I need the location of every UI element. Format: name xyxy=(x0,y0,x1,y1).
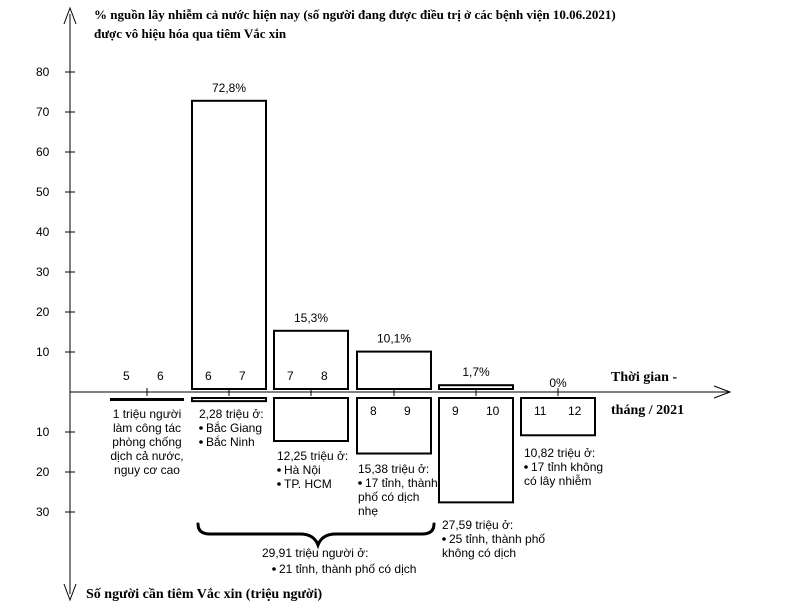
people-bar xyxy=(438,397,514,504)
people-bar xyxy=(110,398,184,401)
note-line: 15,38 triệu ở: xyxy=(358,462,429,476)
brace-note-line-2: 21 tỉnh, thành phố có dịch xyxy=(272,562,416,576)
month-label: 10 xyxy=(486,404,500,418)
y-axis xyxy=(63,6,77,602)
y-up-tick-label: 20 xyxy=(36,305,50,319)
bullet-icon xyxy=(277,482,281,486)
note-line: 17 tỉnh, thành xyxy=(365,476,438,490)
x-axis-label-line-2: tháng / 2021 xyxy=(611,403,684,418)
y-up-tick-label: 70 xyxy=(36,105,50,119)
group-brace xyxy=(196,522,436,550)
percent-bar xyxy=(191,99,267,391)
month-label: 7 xyxy=(239,369,246,383)
percent-label: 0% xyxy=(549,376,567,390)
note-line: phòng chống xyxy=(112,435,181,449)
month-label: 9 xyxy=(404,404,411,418)
month-label: 11 xyxy=(534,404,547,418)
y-up-tick-label: 60 xyxy=(36,145,50,159)
note-line: 25 tỉnh, thành phố xyxy=(449,532,545,546)
people-bar xyxy=(191,397,267,403)
month-label: 12 xyxy=(568,404,582,418)
note-line: Bắc Giang xyxy=(206,420,262,435)
people-bar xyxy=(520,397,596,437)
percent-label: 15,3% xyxy=(294,311,328,325)
y-up-tick-label: 30 xyxy=(36,265,50,279)
note-line: Bắc Ninh xyxy=(206,434,255,449)
y-down-tick-label: 20 xyxy=(36,465,50,479)
y-down-tick-label: 10 xyxy=(36,425,50,439)
svg-text:21 tỉnh, thành phố có dịch: 21 tỉnh, thành phố có dịch xyxy=(279,562,416,576)
x-axis xyxy=(70,385,732,399)
note-line: phố có dịch xyxy=(358,490,419,504)
note-line: 27,59 triệu ở: xyxy=(442,518,513,532)
note-line: làm công tác xyxy=(113,421,181,435)
people-bar xyxy=(273,397,349,442)
month-label: 9 xyxy=(452,404,459,418)
people-bar xyxy=(356,397,432,455)
note-line: Hà Nội xyxy=(284,463,321,477)
y-ticks-down: 10 20 30 xyxy=(36,425,75,519)
percent-label: 1,7% xyxy=(462,365,490,379)
bar-group-5: 9 10 1,7% 27,59 triệu ở:25 tỉnh, thành phốk… xyxy=(438,365,545,560)
y-axis-label-bottom: Số người cần tiêm Vắc xin (triệu người) xyxy=(86,587,323,602)
bullet-icon xyxy=(358,481,362,485)
note-line: có lây nhiễm xyxy=(524,473,591,488)
bullet-icon xyxy=(524,465,528,469)
percent-label: 72,8% xyxy=(212,81,246,95)
percent-bar xyxy=(273,329,349,390)
brace-note-line-1: 29,91 triệu người ở: xyxy=(262,546,369,560)
month-label: 8 xyxy=(370,404,377,418)
month-label: 7 xyxy=(287,369,294,383)
note-line: 2,28 triệu ở: xyxy=(199,407,264,421)
note-line: TP. HCM xyxy=(284,477,332,491)
month-label: 6 xyxy=(205,369,212,383)
note-line: nhẹ xyxy=(358,504,378,518)
bullet-icon xyxy=(199,426,203,430)
note-line: 10,82 triệu ở: xyxy=(524,446,595,460)
note-line: không có dịch xyxy=(442,546,516,560)
y-up-tick-label: 10 xyxy=(36,345,50,359)
bullet-icon xyxy=(277,468,281,472)
percent-label: 10,1% xyxy=(377,332,411,346)
chart-title-line-2: được vô hiệu hóa qua tiêm Vắc xin xyxy=(94,26,287,41)
month-label: 5 xyxy=(123,369,130,383)
note-line: 12,25 triệu ở: xyxy=(277,449,348,463)
chart-title-line-1: % nguồn lây nhiễm cả nước hiện nay (số n… xyxy=(94,7,616,22)
y-ticks-up: 10 20 30 40 50 60 70 80 xyxy=(36,65,75,359)
month-label: 8 xyxy=(321,369,328,383)
note-line: nguy cơ cao xyxy=(114,463,180,477)
x-axis-label-line-1: Thời gian - xyxy=(611,370,677,385)
note-line: 17 tỉnh không xyxy=(531,460,603,474)
y-down-tick-label: 30 xyxy=(36,505,50,519)
bullet-icon xyxy=(442,537,446,541)
note-line: 1 triệu người xyxy=(113,407,182,421)
y-up-tick-label: 50 xyxy=(36,185,50,199)
y-up-tick-label: 80 xyxy=(36,65,50,79)
percent-bar xyxy=(356,350,432,391)
bullet-icon xyxy=(199,440,203,444)
month-label: 6 xyxy=(157,369,164,383)
y-up-tick-label: 40 xyxy=(36,225,50,239)
note-line: dịch cả nước, xyxy=(110,449,183,463)
